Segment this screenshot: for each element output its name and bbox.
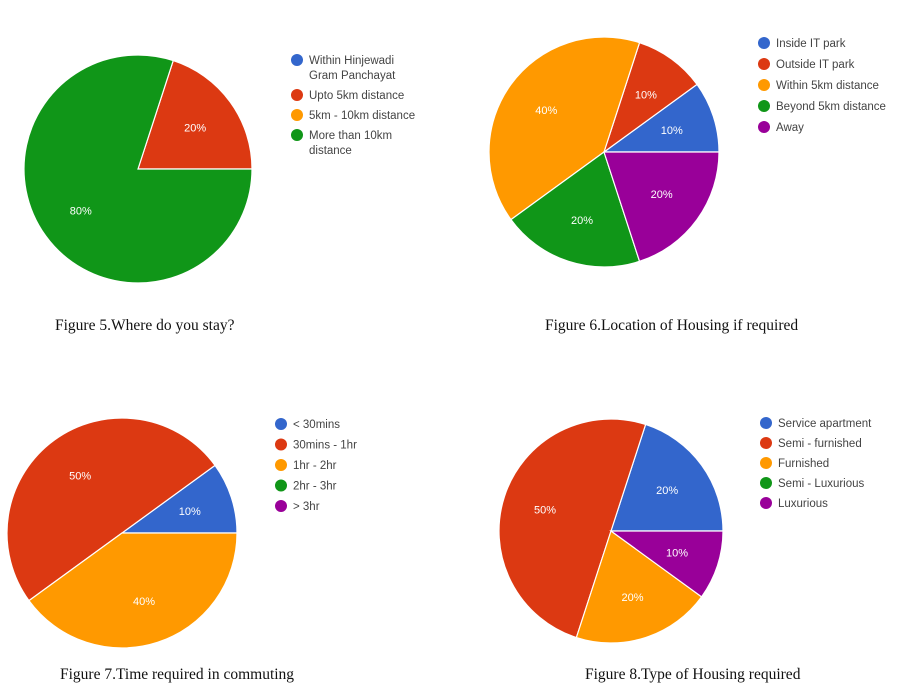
pie-chart-7: 10% 50% 40% [6,417,238,649]
pie-slice [602,41,698,154]
pie-slice [498,418,647,639]
legend-label: Luxurious [778,498,828,510]
legend-swatch [275,500,287,512]
legend-swatch [758,121,770,133]
legend-label: Within Hinjewadi [309,55,394,67]
legend-swatch [760,457,772,469]
legend-label: 1hr - 2hr [293,460,337,472]
figure-6-caption: Figure 6.Location of Housing if required [545,317,799,334]
pie-slice [602,83,720,153]
legend-label: > 3hr [293,501,320,513]
pie-slice [575,530,703,644]
legend-label: Beyond 5km distance [776,101,886,113]
slice-percent-label: 40% [133,596,155,608]
legend-swatch [291,89,303,101]
pie-chart-8: 20% 50% 20% 10% [498,418,724,644]
legend-label: Semi - Luxurious [778,478,865,490]
slice-percent-label: 40% [535,105,557,117]
slice-percent-label: 20% [651,189,673,201]
legend-swatch [275,438,287,451]
slice-percent-label: 10% [666,548,688,560]
slice-percent-label: 20% [656,485,678,497]
pie-slice [28,532,238,649]
pie-slice [488,36,641,221]
legend-swatch [275,418,287,430]
pie-slice [610,423,724,532]
legend-label: 2hr - 3hr [293,481,337,493]
legend-swatch [275,479,287,492]
slice-percent-label: 10% [661,125,683,137]
legend-label: Inside IT park [776,38,846,50]
legend-swatch [760,477,772,489]
slice-percent-label: 50% [534,505,556,517]
legend-label: Furnished [778,458,829,470]
legend-label: Within 5km distance [776,80,879,92]
figure-5-caption: Figure 5.Where do you stay? [55,317,235,334]
legend-label: Away [776,122,804,134]
pie-slice [609,530,724,598]
legend-label: distance [309,145,352,157]
pie-chart-6: 10% 10% 40% 20% 20% [488,36,720,268]
legend-label: Service apartment [778,418,872,430]
legend-swatch [760,437,772,449]
slice-percent-label: 20% [184,123,206,135]
pie-slice [510,151,641,268]
pie-chart-5: 20% 80% [23,54,253,284]
legend-swatch [758,100,770,112]
legend-swatch [760,497,772,509]
slice-percent-label: 20% [571,215,593,227]
legend-swatch [760,417,772,429]
legend-swatch [758,79,770,91]
legend-swatch [275,459,287,471]
legend-label: 5km - 10km distance [309,110,415,122]
slice-percent-label: 50% [69,470,91,482]
legend-swatch [758,58,770,70]
legend-label: More than 10km [309,130,392,142]
legend-swatch [291,109,303,121]
figure-7-caption: Figure 7.Time required in commuting [60,666,295,683]
legend-swatch [291,129,303,141]
figure-8-caption: Figure 8.Type of Housing required [585,666,801,683]
legend-label: Semi - furnished [778,438,862,450]
legend-swatch [758,37,770,49]
pie-slice [603,151,720,263]
legend-label: < 30mins [293,419,340,431]
pie-slice [137,59,253,170]
legend-swatch [291,54,303,66]
slice-percent-label: 20% [621,592,643,604]
pie-slice [23,54,253,284]
legend-label: Upto 5km distance [309,90,404,102]
pie-slice [120,464,238,534]
legend-label: Outside IT park [776,59,855,71]
slice-percent-label: 10% [635,89,657,101]
slice-percent-label: 80% [70,206,92,218]
pie-slice [6,417,216,602]
legend-label: 30mins - 1hr [293,440,357,452]
legend-label: Gram Panchayat [309,70,396,82]
slice-percent-label: 10% [179,506,201,518]
